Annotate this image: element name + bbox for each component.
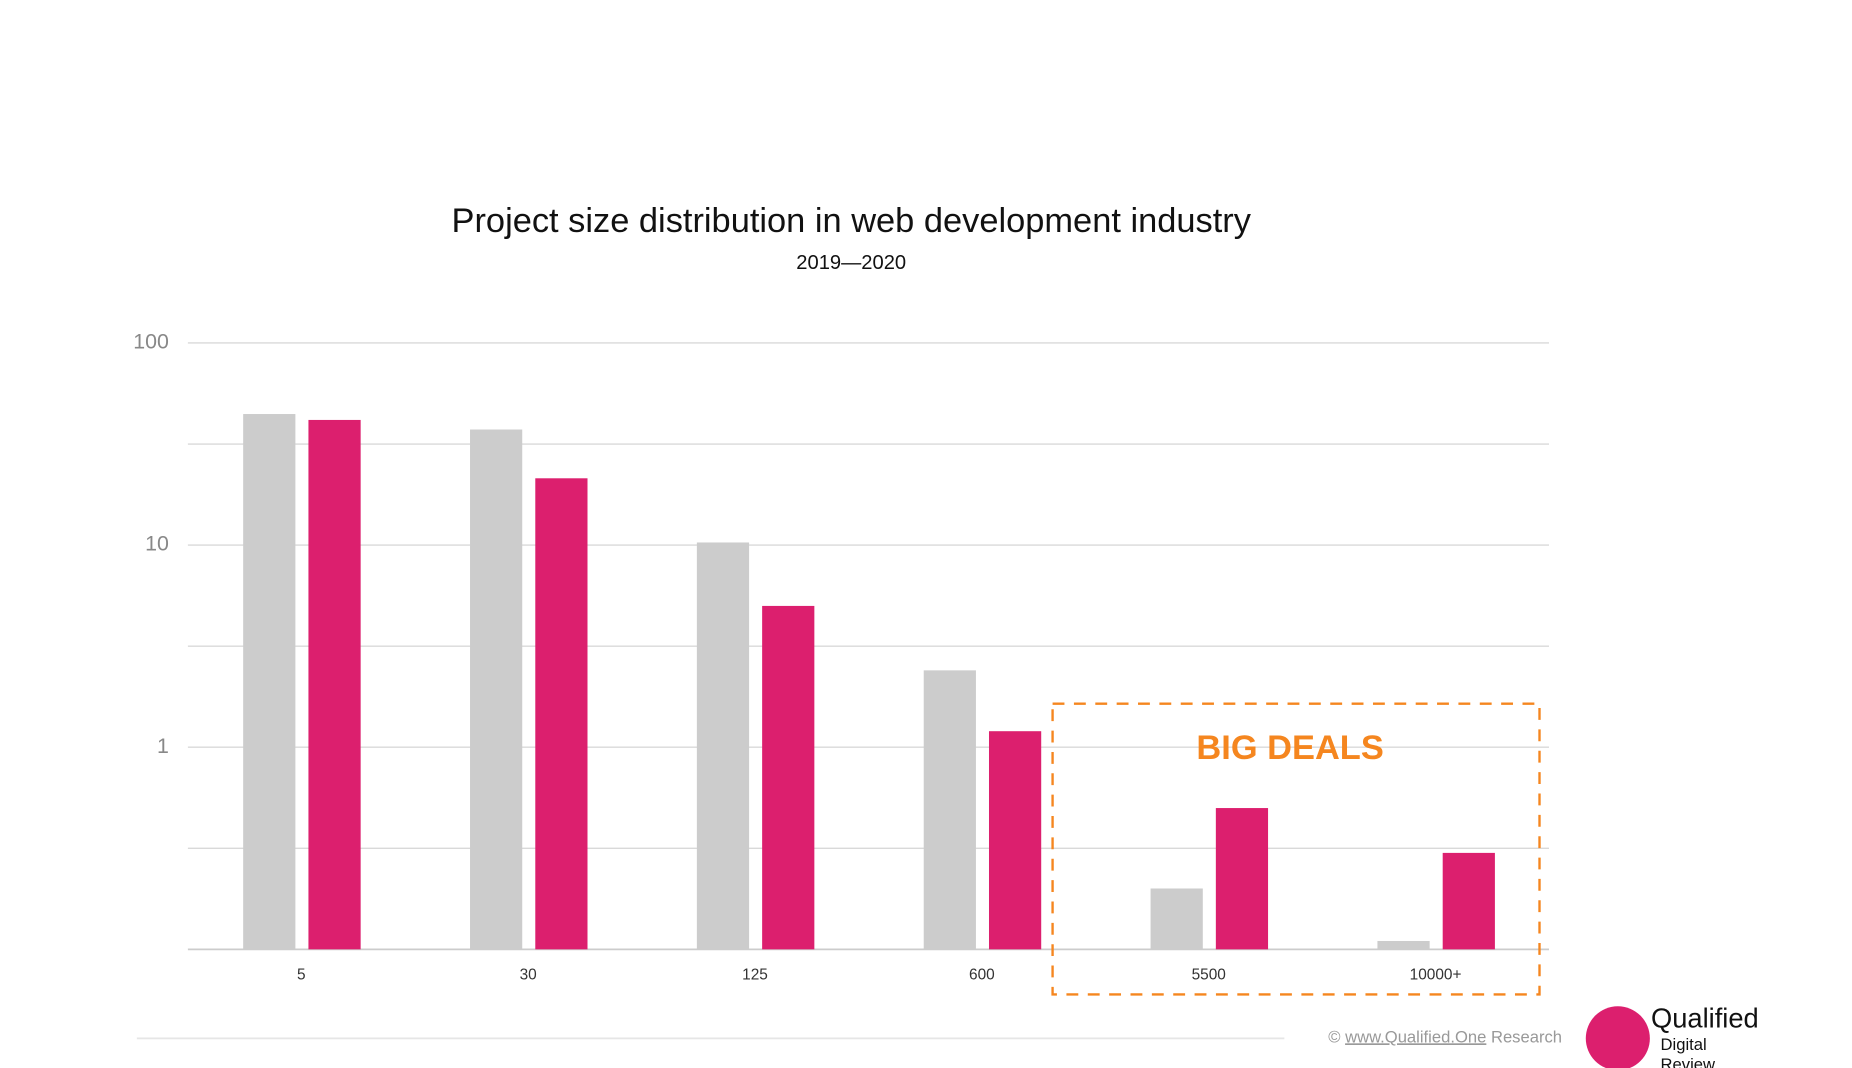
bar bbox=[1442, 852, 1495, 950]
bar bbox=[923, 670, 976, 950]
annotation-box bbox=[1051, 702, 1541, 996]
x-tick-label: 5500 bbox=[1192, 967, 1226, 984]
bar bbox=[243, 414, 296, 950]
x-tick-label: 125 bbox=[742, 967, 768, 984]
bar bbox=[1215, 808, 1269, 950]
bar bbox=[762, 605, 815, 950]
x-tick-label: 5 bbox=[297, 967, 306, 984]
y-tick-label: 10 bbox=[145, 532, 169, 556]
footer-credit: © www.Qualified.One Research bbox=[1328, 1028, 1562, 1047]
bar bbox=[535, 478, 588, 950]
chart-subtitle: 2019—2020 bbox=[796, 252, 906, 274]
bar bbox=[1377, 940, 1430, 950]
credit-prefix: © bbox=[1328, 1028, 1345, 1047]
logo-line: Digital bbox=[1661, 1035, 1707, 1054]
credit-suffix: Research bbox=[1486, 1028, 1562, 1047]
bar bbox=[308, 419, 361, 950]
logo-name: Qualified bbox=[1651, 1003, 1759, 1034]
bar bbox=[1150, 888, 1203, 950]
y-tick-label: 1 bbox=[157, 734, 169, 758]
logo-circle bbox=[1585, 1006, 1650, 1068]
annotation-text: BIG DEALS bbox=[1196, 729, 1383, 767]
bar bbox=[696, 542, 750, 950]
bar bbox=[988, 731, 1042, 950]
x-tick-label: 30 bbox=[520, 967, 537, 984]
logo-line: Review bbox=[1661, 1055, 1716, 1068]
bar bbox=[470, 429, 523, 950]
chart-title: Project size distribution in web develop… bbox=[452, 202, 1252, 240]
credit-link[interactable]: www.Qualified.One bbox=[1344, 1028, 1486, 1047]
y-tick-label: 100 bbox=[133, 330, 169, 354]
x-tick-label: 10000+ bbox=[1410, 967, 1462, 984]
x-tick-label: 600 bbox=[969, 967, 995, 984]
